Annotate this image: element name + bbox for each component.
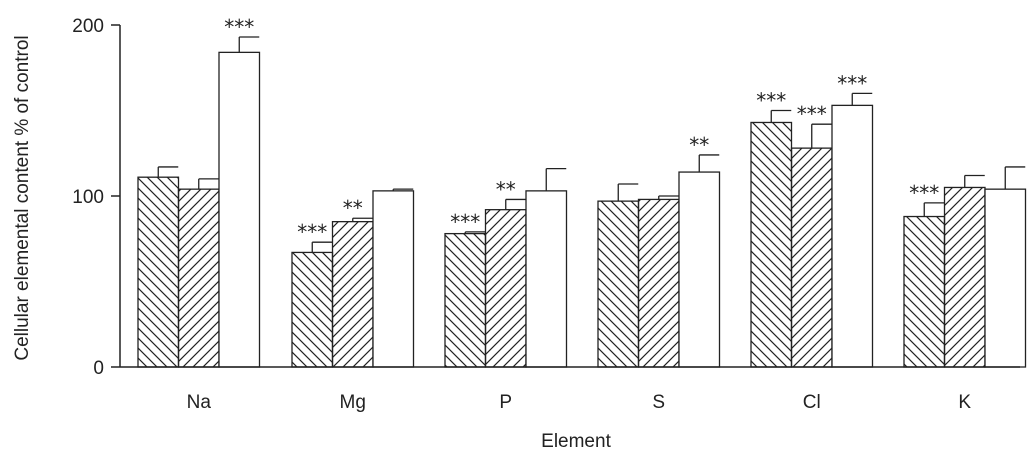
bar-na-3 — [218, 51, 261, 368]
x-tick-label: Mg — [340, 392, 366, 413]
bar-p-2 — [484, 209, 527, 368]
bar-cl-3 — [831, 104, 874, 368]
significance-label: *** — [450, 210, 480, 234]
bar-cl-2 — [790, 147, 833, 368]
bar-mg-3 — [372, 190, 415, 368]
significance-label: ** — [343, 196, 363, 220]
y-tick-label: 100 — [72, 187, 104, 208]
bar-k-1 — [903, 215, 946, 368]
bar-na-2 — [177, 188, 220, 368]
bar-p-1 — [444, 232, 487, 368]
x-tick-label: P — [499, 392, 512, 413]
bar-k-3 — [984, 188, 1027, 368]
bar-cl-1 — [750, 121, 793, 368]
significance-label: ** — [689, 133, 709, 157]
y-tick-label: 200 — [72, 16, 104, 37]
y-axis-title: Cellular elemental content % of control — [12, 35, 33, 360]
significance-label: *** — [909, 181, 939, 205]
x-tick-label: Na — [187, 392, 212, 413]
x-tick-label: K — [958, 392, 971, 413]
bar-na-1 — [137, 176, 180, 368]
significance-label: *** — [224, 15, 254, 39]
significance-label: ** — [496, 177, 516, 201]
bar-s-2 — [637, 198, 680, 368]
bar-s-3 — [678, 171, 721, 368]
y-tick-label: 0 — [93, 358, 104, 379]
bar-s-1 — [597, 200, 640, 368]
bar-k-2 — [943, 186, 986, 368]
bar-p-3 — [525, 190, 568, 368]
significance-label: *** — [797, 102, 827, 126]
x-tick-label: S — [652, 392, 665, 413]
bar-mg-2 — [331, 220, 374, 368]
significance-label: *** — [297, 220, 327, 244]
significance-label: *** — [756, 89, 786, 113]
significance-label: *** — [837, 71, 867, 95]
x-tick-label: Cl — [803, 392, 821, 413]
x-axis-title: Element — [541, 431, 611, 452]
bar-mg-1 — [291, 251, 334, 368]
